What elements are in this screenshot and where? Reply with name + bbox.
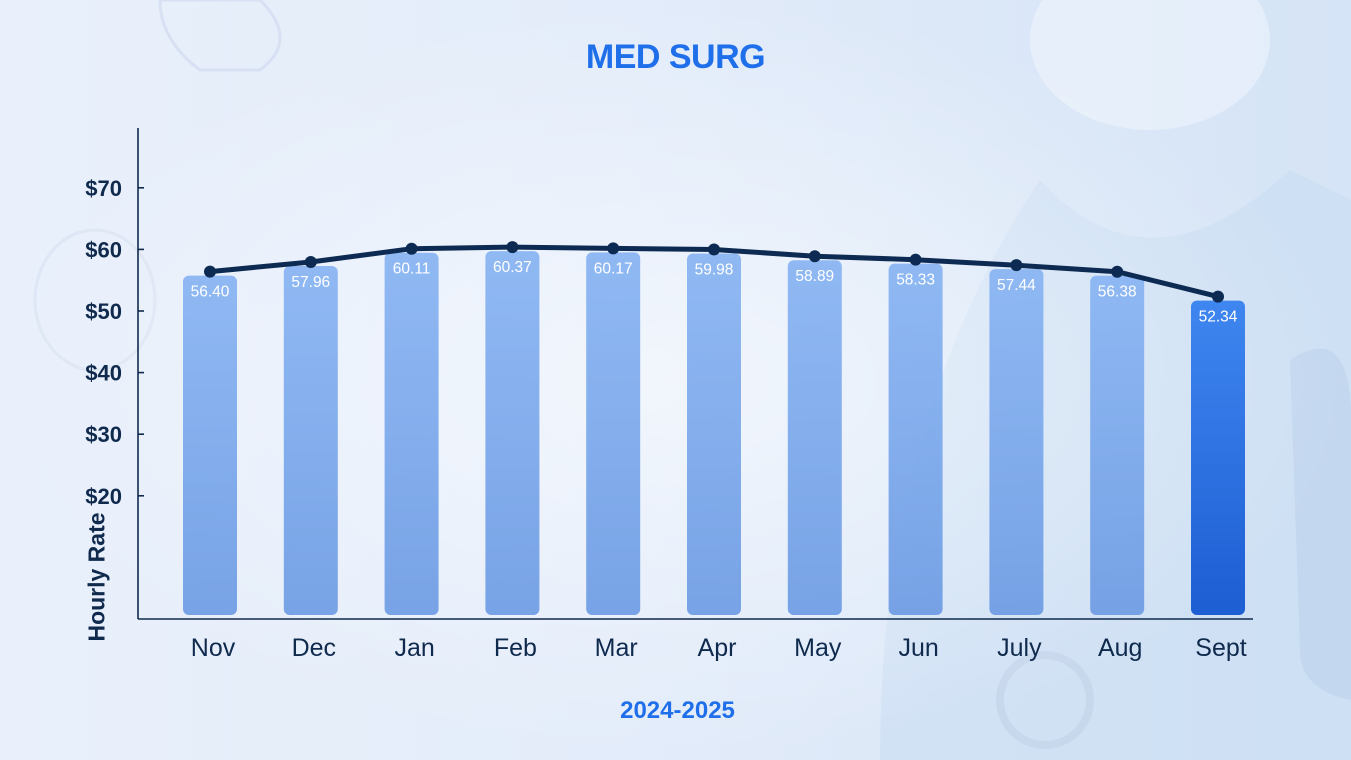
- data-label: 56.40: [191, 284, 230, 301]
- line-point-sept: [1212, 290, 1224, 303]
- x-tick-label: Nov: [191, 634, 236, 662]
- x-tick-label: Sept: [1195, 634, 1246, 662]
- line-point-feb: [506, 241, 519, 254]
- y-tick-label: $20: [85, 484, 122, 509]
- bar-sept: [1191, 300, 1245, 615]
- line-point-july: [1010, 259, 1023, 272]
- bar-apr: [687, 253, 741, 615]
- data-label: 60.17: [594, 260, 633, 277]
- data-label: 59.98: [695, 262, 734, 279]
- data-label: 57.96: [291, 274, 330, 291]
- line-point-aug: [1111, 265, 1124, 278]
- x-tick-label: Aug: [1098, 634, 1142, 662]
- data-label: 52.34: [1199, 309, 1238, 326]
- x-tick-label: July: [997, 634, 1042, 662]
- line-point-nov: [204, 265, 216, 278]
- line-point-jan: [405, 242, 418, 255]
- bar-mar: [586, 252, 641, 616]
- data-label: 60.11: [393, 261, 431, 278]
- bar-jun: [888, 263, 943, 615]
- y-tick-label: $50: [85, 299, 122, 324]
- data-label: 56.38: [1098, 284, 1137, 301]
- line-point-mar: [607, 242, 620, 255]
- x-axis-title: 2024-2025: [620, 697, 735, 724]
- y-tick-label: $70: [85, 176, 122, 201]
- line-point-dec: [304, 255, 317, 268]
- bar-jan: [384, 252, 439, 615]
- bar-nov: [183, 275, 237, 615]
- x-tick-label: Apr: [698, 634, 737, 662]
- data-label: 57.44: [997, 277, 1036, 294]
- y-tick-label: $40: [85, 361, 122, 386]
- x-tick-label: Dec: [292, 634, 336, 662]
- line-point-jun: [909, 253, 922, 266]
- line-point-may: [808, 250, 821, 263]
- bar-july: [989, 269, 1044, 615]
- bar-aug: [1090, 275, 1145, 615]
- bar-may: [787, 260, 842, 615]
- y-tick-label: $30: [85, 422, 122, 447]
- data-label: 58.89: [795, 268, 834, 285]
- bar-feb: [485, 251, 540, 616]
- x-tick-label: May: [794, 634, 842, 662]
- chart-title: MED SURG: [585, 38, 766, 76]
- line-point-apr: [708, 243, 720, 256]
- data-label: 60.37: [493, 259, 532, 276]
- x-tick-label: Mar: [595, 634, 638, 662]
- data-label: 58.33: [896, 272, 935, 289]
- y-tick-label: $60: [85, 237, 122, 262]
- x-tick-label: Jun: [898, 634, 938, 662]
- bar-dec: [283, 265, 338, 615]
- x-tick-label: Feb: [494, 634, 537, 662]
- x-tick-label: Jan: [394, 634, 434, 662]
